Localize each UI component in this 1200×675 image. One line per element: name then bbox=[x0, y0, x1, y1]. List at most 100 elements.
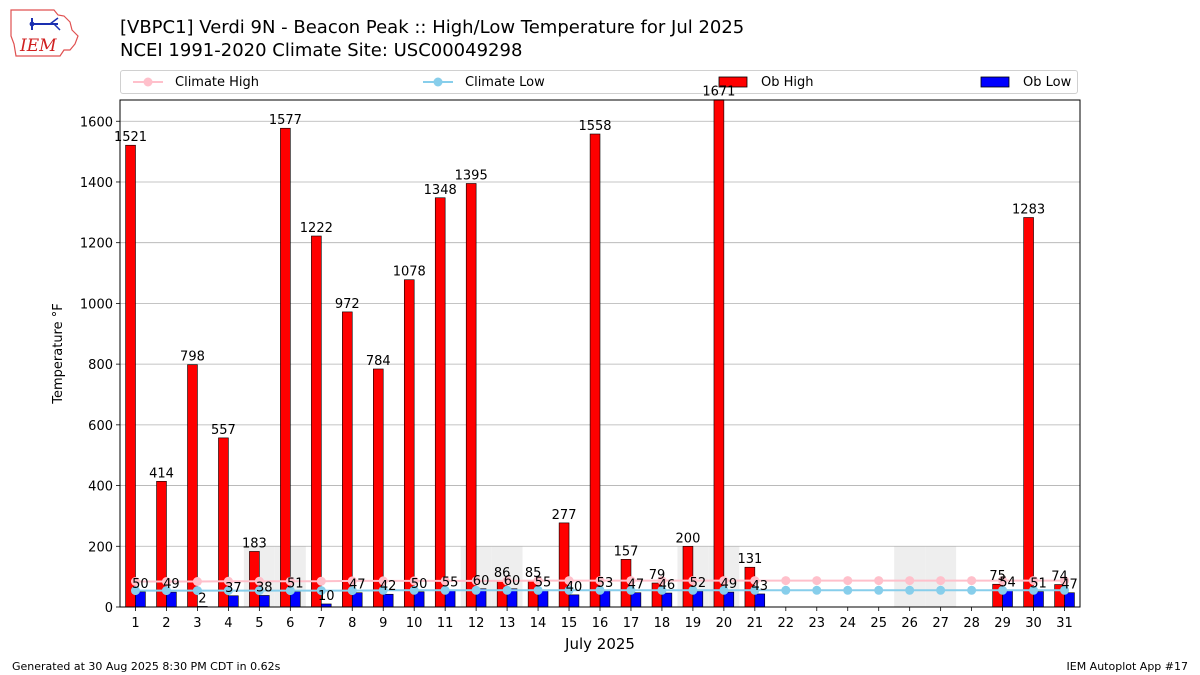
point-climate-high-11 bbox=[440, 576, 450, 586]
legend-climate-high-swatch bbox=[133, 77, 163, 87]
label-ob-low-18: 46 bbox=[659, 578, 676, 593]
y-tick-label-0: 0 bbox=[105, 601, 113, 616]
bar-ob-high-30 bbox=[1023, 217, 1034, 608]
label-ob-low-31: 47 bbox=[1061, 578, 1078, 593]
label-ob-high-16: 1558 bbox=[578, 119, 611, 134]
label-ob-low-30: 51 bbox=[1030, 577, 1047, 592]
point-climate-high-9 bbox=[378, 576, 388, 586]
label-ob-high-1: 1521 bbox=[114, 130, 147, 145]
point-climate-low-3 bbox=[192, 586, 202, 596]
point-climate-high-21 bbox=[750, 576, 760, 586]
y-tick-label-1200: 1200 bbox=[80, 237, 113, 252]
point-climate-high-4 bbox=[223, 576, 233, 586]
bar-ob-high-20 bbox=[713, 99, 725, 608]
bar-ob-low-21 bbox=[754, 593, 766, 608]
x-tick-label-20: 20 bbox=[716, 616, 733, 631]
bar-ob-low-8 bbox=[351, 592, 363, 608]
label-ob-high-30: 1283 bbox=[1012, 202, 1045, 217]
x-tick-label-29: 29 bbox=[994, 616, 1011, 631]
point-climate-low-7 bbox=[316, 586, 326, 596]
bar-ob-high-6 bbox=[280, 127, 291, 608]
x-tick-label-18: 18 bbox=[654, 616, 671, 631]
label-ob-high-21: 131 bbox=[737, 552, 762, 567]
bar-ob-low-5 bbox=[259, 595, 270, 608]
x-tick-label-16: 16 bbox=[592, 616, 609, 631]
point-climate-high-31 bbox=[1060, 576, 1070, 586]
label-ob-low-11: 55 bbox=[442, 575, 459, 590]
point-climate-high-13 bbox=[502, 576, 512, 586]
x-tick-label-6: 6 bbox=[286, 616, 294, 631]
label-ob-low-17: 47 bbox=[628, 578, 645, 593]
point-climate-high-14 bbox=[533, 576, 543, 586]
point-climate-high-7 bbox=[316, 576, 326, 586]
label-ob-high-14: 85 bbox=[525, 566, 542, 581]
x-tick-label-5: 5 bbox=[255, 616, 263, 631]
label-ob-low-1: 50 bbox=[132, 577, 149, 592]
point-climate-low-21 bbox=[750, 585, 760, 595]
legend-ob-high-swatch bbox=[718, 76, 748, 88]
x-tick-label-26: 26 bbox=[901, 616, 918, 631]
point-climate-high-28 bbox=[967, 576, 977, 586]
label-ob-high-17: 157 bbox=[614, 544, 639, 559]
point-climate-high-25 bbox=[874, 576, 884, 586]
point-climate-low-16 bbox=[595, 585, 605, 595]
bar-ob-high-16 bbox=[589, 133, 601, 608]
footer-generated: Generated at 30 Aug 2025 8:30 PM CDT in … bbox=[12, 660, 281, 673]
x-tick-label-28: 28 bbox=[963, 616, 980, 631]
label-ob-low-7: 10 bbox=[318, 589, 335, 604]
point-climate-high-19 bbox=[688, 576, 698, 586]
point-climate-high-10 bbox=[409, 576, 419, 586]
bar-ob-high-8 bbox=[342, 311, 353, 608]
y-tick-label-1000: 1000 bbox=[80, 297, 113, 312]
point-climate-low-28 bbox=[967, 585, 977, 595]
legend-climate-high-label: Climate High bbox=[175, 75, 260, 90]
point-climate-high-1 bbox=[130, 576, 140, 586]
x-tick-label-27: 27 bbox=[932, 616, 949, 631]
logo-text: IEM bbox=[19, 36, 57, 56]
point-climate-low-17 bbox=[626, 585, 636, 595]
bar-ob-high-7 bbox=[311, 235, 322, 608]
label-ob-high-2: 414 bbox=[149, 466, 174, 481]
label-ob-high-11: 1348 bbox=[424, 183, 457, 198]
x-tick-label-31: 31 bbox=[1056, 616, 1073, 631]
point-climate-high-12 bbox=[471, 576, 481, 586]
point-climate-high-17 bbox=[626, 576, 636, 586]
bar-ob-low-9 bbox=[382, 593, 394, 608]
x-tick-label-15: 15 bbox=[561, 616, 578, 631]
point-climate-low-14 bbox=[533, 585, 543, 595]
point-climate-high-5 bbox=[254, 576, 264, 586]
x-tick-label-8: 8 bbox=[348, 616, 356, 631]
legend-ob-low-swatch bbox=[980, 76, 1010, 88]
point-climate-low-24 bbox=[843, 585, 853, 595]
x-tick-label-23: 23 bbox=[809, 616, 826, 631]
y-axis-label: Temperature °F bbox=[51, 303, 66, 404]
legend-climate-low-label: Climate Low bbox=[465, 75, 545, 90]
bar-ob-high-3 bbox=[187, 364, 198, 608]
label-ob-low-21: 43 bbox=[752, 579, 769, 594]
point-climate-high-24 bbox=[843, 576, 853, 586]
label-ob-low-10: 50 bbox=[411, 577, 428, 592]
label-ob-high-10: 1078 bbox=[393, 265, 426, 280]
label-ob-high-8: 972 bbox=[335, 297, 360, 312]
x-tick-label-3: 3 bbox=[193, 616, 201, 631]
point-climate-high-27 bbox=[936, 576, 946, 586]
point-climate-low-22 bbox=[781, 585, 791, 595]
point-climate-low-13 bbox=[502, 585, 512, 595]
x-tick-label-10: 10 bbox=[406, 616, 423, 631]
label-ob-low-13: 60 bbox=[504, 574, 521, 589]
x-tick-label-22: 22 bbox=[778, 616, 795, 631]
legend-climate-low-swatch bbox=[423, 77, 453, 87]
label-ob-low-12: 60 bbox=[473, 574, 490, 589]
label-ob-high-20: 1671 bbox=[702, 85, 735, 100]
y-tick-label-1600: 1600 bbox=[80, 115, 113, 130]
legend-ob-low-label: Ob Low bbox=[1023, 75, 1072, 90]
label-ob-low-8: 47 bbox=[349, 578, 366, 593]
point-climate-low-8 bbox=[347, 586, 357, 596]
point-climate-low-23 bbox=[812, 585, 822, 595]
label-ob-low-14: 55 bbox=[535, 575, 552, 590]
point-climate-low-6 bbox=[285, 586, 295, 596]
label-ob-high-15: 277 bbox=[552, 508, 577, 523]
label-ob-low-6: 51 bbox=[287, 577, 304, 592]
point-climate-high-29 bbox=[998, 576, 1008, 586]
